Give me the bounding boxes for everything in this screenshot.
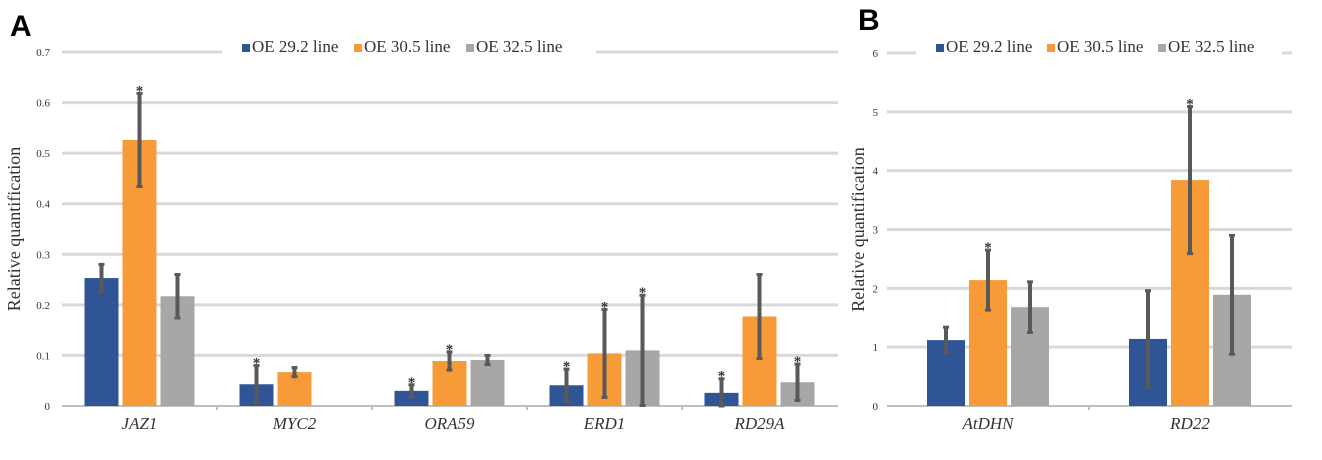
y-tick-label: 6 — [873, 48, 879, 60]
legend-label: OE 29.2 line — [252, 37, 338, 56]
bar-oe-29-2-line-jaz1 — [84, 278, 119, 406]
significance-star: * — [718, 369, 726, 385]
y-tick-label: 0.4 — [36, 199, 50, 211]
legend-swatch — [936, 44, 944, 52]
significance-star: * — [1186, 97, 1194, 113]
x-category-label: MYC2 — [272, 414, 317, 433]
x-category-label: AtDHN — [962, 414, 1016, 433]
significance-star: * — [639, 285, 647, 301]
bar-oe-29-2-line-ora59 — [394, 390, 429, 406]
legend-swatch — [1158, 44, 1166, 52]
x-category-label: RD22 — [1169, 414, 1210, 433]
legend-swatch — [242, 44, 250, 52]
y-tick-label: 3 — [873, 225, 879, 237]
y-tick-label: 0.2 — [36, 300, 50, 312]
y-tick-label: 0.3 — [36, 249, 50, 261]
y-tick-label: 0.1 — [36, 350, 50, 362]
y-tick-label: 1 — [873, 342, 879, 354]
panel-letter-b: B — [858, 4, 880, 37]
legend-label: OE 30.5 line — [364, 37, 450, 56]
legend-label: OE 32.5 line — [1168, 37, 1254, 56]
significance-star: * — [136, 83, 144, 99]
significance-star: * — [984, 240, 992, 256]
x-category-label: JAZ1 — [122, 414, 158, 433]
significance-star: * — [601, 299, 609, 315]
y-tick-label: 0 — [873, 401, 879, 413]
significance-star: * — [253, 356, 261, 372]
y-tick-label: 0.6 — [36, 98, 50, 110]
significance-star: * — [563, 359, 571, 375]
legend-label: OE 32.5 line — [476, 37, 562, 56]
legend-swatch — [354, 44, 362, 52]
legend-swatch — [466, 44, 474, 52]
bar-oe-32-5-line-ora59 — [470, 359, 505, 406]
legend: OE 29.2 line OE 30.5 line OE 32.5 line — [242, 37, 562, 56]
y-tick-label: 5 — [873, 107, 879, 119]
significance-star: * — [446, 342, 454, 358]
legend-label: OE 30.5 line — [1057, 37, 1143, 56]
x-category-label: ERD1 — [583, 414, 626, 433]
y-tick-label: 0 — [45, 401, 51, 413]
legend: OE 29.2 line OE 30.5 line OE 32.5 line — [936, 37, 1254, 56]
y-axis-label: Relative quantification — [4, 147, 24, 311]
x-category-label: ORA59 — [424, 414, 475, 433]
significance-star: * — [408, 375, 416, 391]
panel-letter-a: A — [10, 10, 32, 43]
x-category-label: RD29A — [733, 414, 785, 433]
y-axis-label: Relative quantification — [848, 147, 868, 311]
y-tick-label: 4 — [873, 166, 879, 178]
y-tick-label: 0.7 — [36, 47, 50, 59]
y-tick-label: 2 — [873, 283, 879, 295]
significance-star: * — [794, 354, 802, 370]
chart-panel-a: A 0 0.1 0.2 0.3 0.4 0.5 0.6 0.7 Relative quantif… — [4, 10, 838, 433]
chart-panel-b: B 0 1 2 3 4 5 6 Relative quantification * AtDHN * R… — [848, 4, 1292, 433]
y-tick-label: 0.5 — [36, 148, 50, 160]
legend-swatch — [1047, 44, 1055, 52]
legend-label: OE 29.2 line — [946, 37, 1032, 56]
